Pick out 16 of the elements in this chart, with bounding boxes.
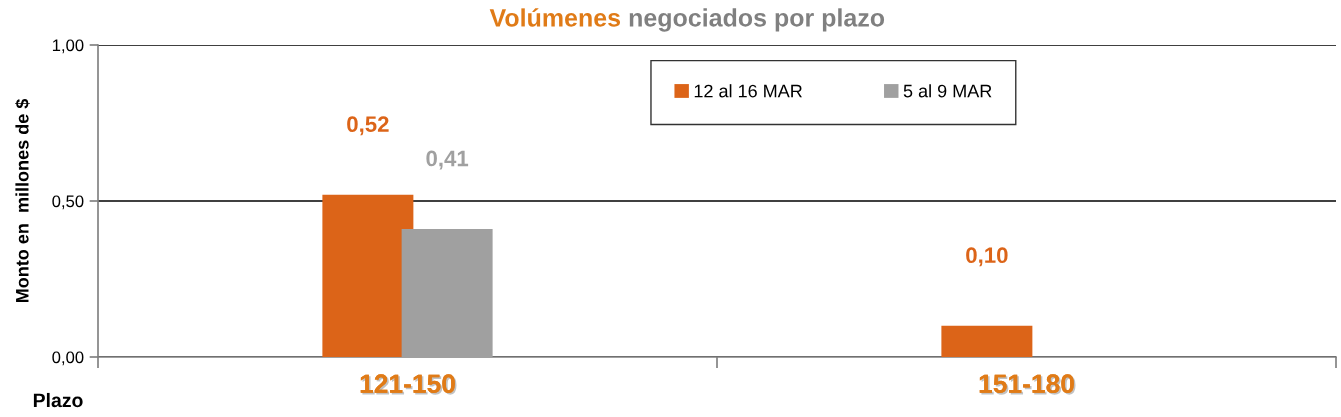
y-tick-label: 1,00 [52, 39, 84, 54]
y-tick-label: 0,50 [52, 195, 84, 210]
legend-label: 5 al 9 MAR [903, 84, 992, 98]
data-label: 0,41 [426, 150, 469, 170]
bar [941, 325, 1033, 357]
x-tick-label: 151-180 [979, 374, 1076, 395]
x-tick-label: 121-150 [360, 374, 457, 395]
x-axis-title: Plazo [33, 392, 83, 408]
data-label: 0,10 [966, 247, 1008, 267]
bar [322, 194, 414, 357]
y-tick-label: 0,00 [52, 351, 84, 366]
chart-title: Volúmenes negociados por plazo [489, 8, 885, 32]
data-label: 0,52 [347, 116, 389, 136]
y-axis-title: Monto en millones de $ [15, 98, 30, 303]
legend-label: 12 al 16 MAR [694, 84, 802, 98]
bar [401, 229, 493, 357]
